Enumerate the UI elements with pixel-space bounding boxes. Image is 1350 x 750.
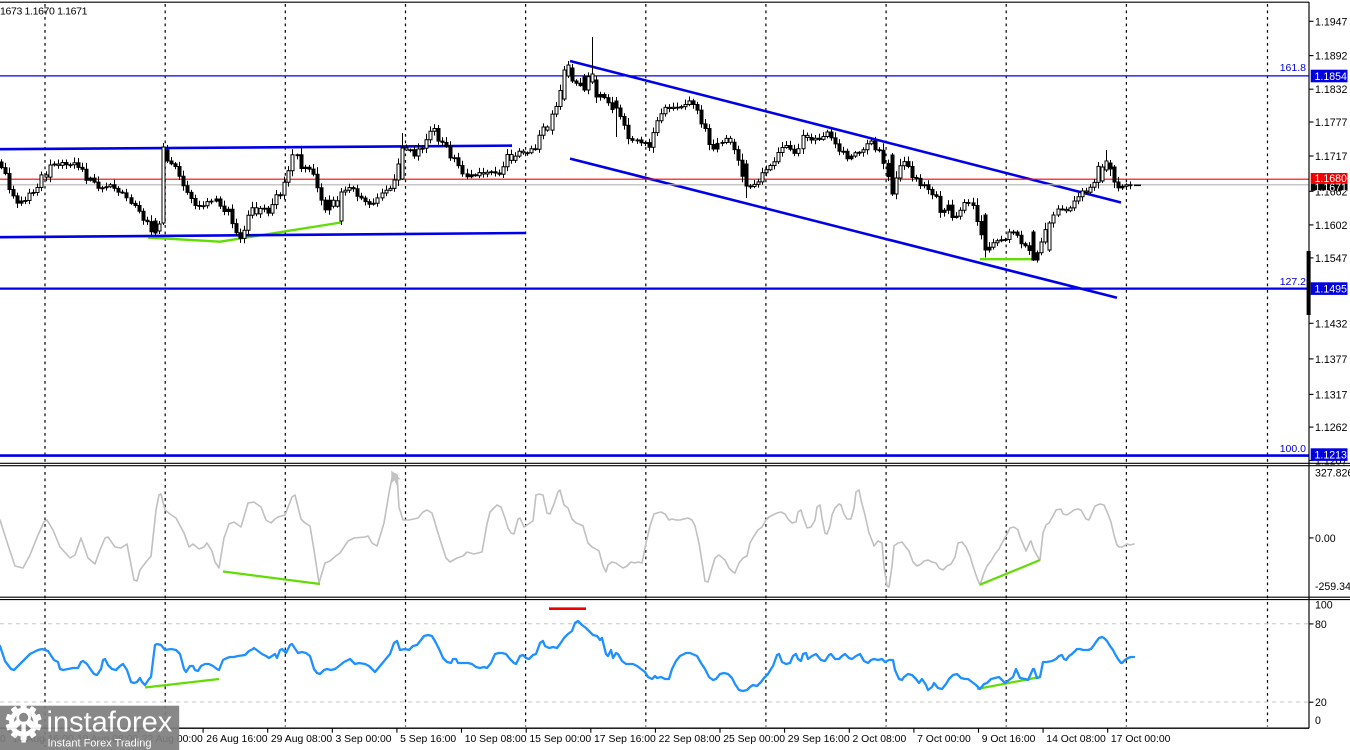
svg-text:1673 1.1670 1.1671: 1673 1.1670 1.1671 bbox=[0, 6, 88, 18]
svg-text:17 Oct 00:00: 17 Oct 00:00 bbox=[1111, 734, 1171, 745]
svg-text:9 Oct 16:00: 9 Oct 16:00 bbox=[982, 734, 1036, 745]
svg-text:0.00: 0.00 bbox=[1315, 533, 1336, 545]
svg-text:327.826: 327.826 bbox=[1315, 467, 1350, 479]
svg-text:22 Sep 08:00: 22 Sep 08:00 bbox=[659, 734, 721, 745]
svg-text:1.1547: 1.1547 bbox=[1315, 253, 1348, 265]
svg-text:25 Sep 00:00: 25 Sep 00:00 bbox=[723, 734, 785, 745]
svg-text:161.8: 161.8 bbox=[1280, 62, 1306, 74]
svg-text:80: 80 bbox=[1315, 619, 1327, 631]
svg-text:1.1832: 1.1832 bbox=[1315, 84, 1348, 96]
svg-text:3 Sep 00:00: 3 Sep 00:00 bbox=[336, 734, 392, 745]
svg-text:100.0: 100.0 bbox=[1280, 443, 1306, 455]
svg-text:1.1671: 1.1671 bbox=[1315, 182, 1348, 194]
svg-text:20: 20 bbox=[1315, 697, 1327, 709]
svg-text:0: 0 bbox=[1315, 715, 1321, 727]
svg-text:100: 100 bbox=[1315, 599, 1333, 611]
svg-text:1.1717: 1.1717 bbox=[1315, 151, 1348, 163]
svg-text:1.1854: 1.1854 bbox=[1315, 71, 1348, 83]
svg-text:127.2: 127.2 bbox=[1280, 276, 1306, 288]
svg-text:2 Oct 08:00: 2 Oct 08:00 bbox=[853, 734, 907, 745]
svg-text:instaforex: instaforex bbox=[47, 707, 173, 739]
svg-text:1.1777: 1.1777 bbox=[1315, 117, 1348, 129]
svg-text:26 Aug 16:00: 26 Aug 16:00 bbox=[206, 734, 267, 745]
svg-text:1.1262: 1.1262 bbox=[1315, 422, 1348, 434]
svg-text:1.1602: 1.1602 bbox=[1315, 220, 1348, 232]
svg-text:5 Sep 16:00: 5 Sep 16:00 bbox=[400, 734, 456, 745]
svg-text:7 Oct 00:00: 7 Oct 00:00 bbox=[917, 734, 971, 745]
svg-text:-259.342: -259.342 bbox=[1315, 581, 1350, 593]
svg-text:1.1495: 1.1495 bbox=[1315, 284, 1348, 296]
svg-text:1.1377: 1.1377 bbox=[1315, 354, 1348, 366]
svg-text:17 Sep 16:00: 17 Sep 16:00 bbox=[594, 734, 656, 745]
svg-text:1.1213: 1.1213 bbox=[1315, 450, 1348, 462]
svg-text:1.1680: 1.1680 bbox=[1315, 173, 1348, 185]
svg-text:29 Sep 16:00: 29 Sep 16:00 bbox=[788, 734, 850, 745]
svg-text:Instant Forex Trading: Instant Forex Trading bbox=[48, 737, 152, 749]
svg-text:1.1317: 1.1317 bbox=[1315, 389, 1348, 401]
svg-text:15 Sep 00:00: 15 Sep 00:00 bbox=[529, 734, 591, 745]
svg-text:1.1432: 1.1432 bbox=[1315, 318, 1348, 330]
svg-text:1.1892: 1.1892 bbox=[1315, 51, 1348, 63]
svg-text:14 Oct 08:00: 14 Oct 08:00 bbox=[1046, 734, 1106, 745]
svg-text:1.1947: 1.1947 bbox=[1315, 16, 1348, 28]
svg-text:29 Aug 08:00: 29 Aug 08:00 bbox=[271, 734, 332, 745]
svg-text:10 Sep 08:00: 10 Sep 08:00 bbox=[465, 734, 527, 745]
